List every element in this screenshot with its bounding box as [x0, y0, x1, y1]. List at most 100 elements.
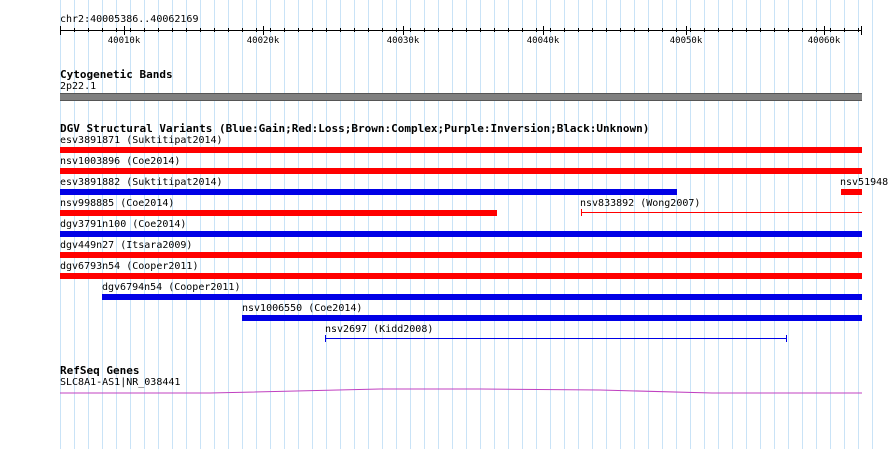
cytoband-bar[interactable] — [60, 93, 862, 101]
variant-bar[interactable] — [841, 189, 862, 195]
variant-label[interactable]: nsv833892 (Wong2007) — [580, 198, 701, 209]
variant-label[interactable]: nsv998885 (Coe2014) — [60, 198, 175, 209]
grid-line — [760, 0, 761, 449]
variant-bar[interactable] — [60, 252, 862, 258]
variant-label[interactable]: nsv1003896 (Coe2014) — [60, 156, 181, 167]
variant-bar[interactable] — [60, 231, 862, 237]
ruler-minor-tick — [564, 28, 565, 32]
ruler-minor-tick — [522, 28, 523, 32]
variant-label[interactable]: dgv6793n54 (Cooper2011) — [60, 261, 199, 272]
ruler-minor-tick — [144, 28, 145, 32]
variant-bar[interactable] — [60, 189, 677, 195]
ruler-axis — [60, 30, 862, 31]
ruler-minor-tick — [704, 28, 705, 32]
variant-bar[interactable] — [60, 147, 862, 153]
ruler-minor-tick — [424, 28, 425, 32]
variant-bar[interactable] — [60, 273, 862, 279]
ruler-minor-tick — [676, 28, 677, 32]
grid-line — [130, 0, 131, 449]
grid-line — [466, 0, 467, 449]
variant-line[interactable] — [325, 338, 787, 339]
ruler-minor-tick — [368, 28, 369, 32]
ruler-minor-tick — [774, 28, 775, 32]
grid-line — [102, 0, 103, 449]
grid-line — [438, 0, 439, 449]
ruler-minor-tick — [284, 28, 285, 32]
grid-line — [802, 0, 803, 449]
ruler-minor-tick — [732, 28, 733, 32]
ruler-minor-tick — [816, 28, 817, 32]
ruler-minor-tick — [648, 28, 649, 32]
ruler-minor-tick — [634, 28, 635, 32]
ruler-minor-tick — [536, 28, 537, 32]
grid-line — [844, 0, 845, 449]
variant-label[interactable]: dgv6794n54 (Cooper2011) — [102, 282, 241, 293]
ruler-minor-tick — [396, 28, 397, 32]
ruler-minor-tick — [74, 28, 75, 32]
grid-line — [508, 0, 509, 449]
grid-line — [270, 0, 271, 449]
grid-line — [788, 0, 789, 449]
variant-label[interactable]: esv3891882 (Suktitipat2014) — [60, 177, 223, 188]
ruler-end-cap — [861, 26, 862, 35]
grid-line — [732, 0, 733, 449]
grid-line — [340, 0, 341, 449]
ruler-minor-tick — [340, 28, 341, 32]
grid-line — [424, 0, 425, 449]
grid-line — [662, 0, 663, 449]
ruler-minor-tick — [88, 28, 89, 32]
variant-label[interactable]: esv3891871 (Suktitipat2014) — [60, 135, 223, 146]
ruler-minor-tick — [60, 28, 61, 32]
ruler-minor-tick — [354, 28, 355, 32]
grid-line — [158, 0, 159, 449]
grid-line — [592, 0, 593, 449]
ruler-minor-tick — [452, 28, 453, 32]
grid-line — [144, 0, 145, 449]
ruler-tick-label: 40010k — [107, 36, 141, 46]
variant-bar[interactable] — [60, 168, 862, 174]
grid-line — [354, 0, 355, 449]
ruler-tick — [124, 26, 125, 35]
grid-line — [578, 0, 579, 449]
cytoband-track-title: Cytogenetic Bands — [60, 68, 173, 81]
ruler-minor-tick — [662, 28, 663, 32]
ruler-minor-tick — [410, 28, 411, 32]
grid-line — [452, 0, 453, 449]
ruler-minor-tick — [844, 28, 845, 32]
grid-line — [312, 0, 313, 449]
variant-label[interactable]: dgv449n27 (Itsara2009) — [60, 240, 193, 251]
ruler-tick — [686, 26, 687, 35]
ruler-tick-label: 40030k — [386, 36, 420, 46]
grid-line — [60, 0, 61, 449]
grid-line — [620, 0, 621, 449]
variant-bar[interactable] — [102, 294, 862, 300]
ruler-minor-tick — [592, 28, 593, 32]
ruler-minor-tick — [158, 28, 159, 32]
ruler-minor-tick — [298, 28, 299, 32]
grid-line — [774, 0, 775, 449]
grid-line — [564, 0, 565, 449]
grid-line — [368, 0, 369, 449]
refseq-track-title: RefSeq Genes — [60, 364, 140, 377]
ruler-tick — [263, 26, 264, 35]
variant-label[interactable]: nsv2697 (Kidd2008) — [325, 324, 434, 335]
grid-line — [74, 0, 75, 449]
grid-line — [536, 0, 537, 449]
variant-bar[interactable] — [60, 210, 497, 216]
gene-label[interactable]: SLC8A1-AS1|NR_038441 — [60, 377, 181, 388]
grid-line — [676, 0, 677, 449]
variant-label[interactable]: nsv51948 — [840, 177, 889, 188]
ruler-tick-label: 40040k — [526, 36, 560, 46]
ruler-minor-tick — [802, 28, 803, 32]
variant-label[interactable]: dgv3791n100 (Coe2014) — [60, 219, 187, 230]
grid-line — [172, 0, 173, 449]
ruler-tick — [543, 26, 544, 35]
variant-end-cap — [786, 335, 787, 342]
grid-line — [522, 0, 523, 449]
variant-line[interactable] — [581, 212, 862, 213]
variant-label[interactable]: nsv1006550 (Coe2014) — [242, 303, 363, 314]
variant-bar[interactable] — [242, 315, 862, 321]
grid-line — [830, 0, 831, 449]
